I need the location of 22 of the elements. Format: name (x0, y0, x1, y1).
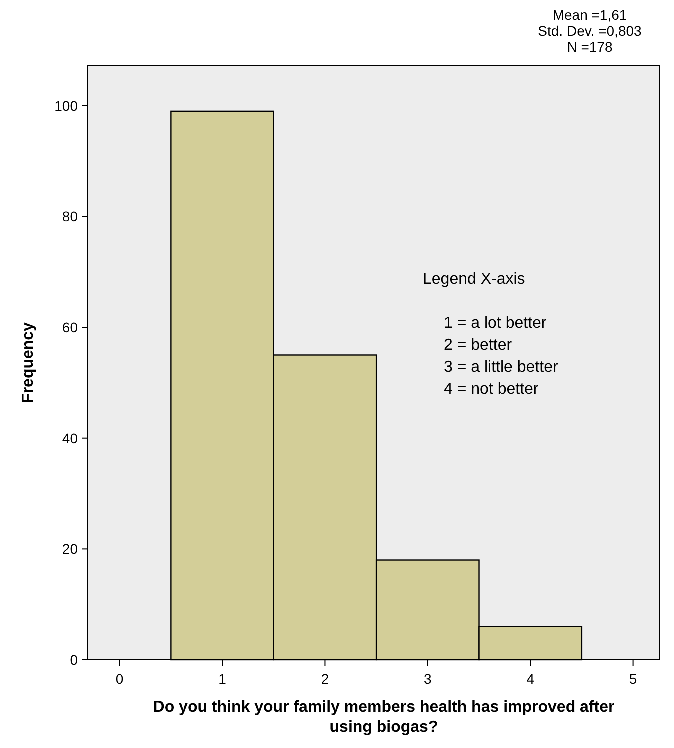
y-axis-title: Frequency (20, 322, 37, 404)
x-tick-label: 1 (218, 671, 227, 687)
y-tick-label: 100 (54, 98, 78, 114)
x-tick-label: 5 (629, 671, 638, 687)
y-tick-label: 20 (62, 541, 78, 558)
annotation: 3 = a little better (444, 359, 559, 376)
text: Std. Dev. =0,803 (538, 23, 642, 39)
x-tick-label: 4 (526, 671, 535, 687)
x-tick-label: 0 (116, 671, 124, 687)
text: N =178 (567, 39, 613, 55)
annotation: 1 = a lot better (444, 315, 548, 332)
x-tick-label: 2 (321, 671, 330, 687)
x-tick-label: 3 (424, 671, 432, 687)
y-tick-label: 40 (62, 430, 78, 446)
annotation: 4 = not better (444, 381, 540, 398)
annotation: Legend X-axis (423, 271, 526, 288)
annotation: 2 = better (444, 337, 513, 354)
y-tick-label: 60 (62, 319, 78, 336)
x-axis-title: Do you think your family members health has improved after using biogas? (153, 699, 615, 736)
y-tick-label: 0 (70, 652, 78, 668)
y-tick-label: 80 (62, 208, 78, 225)
text: Mean =1,61 (552, 7, 628, 23)
